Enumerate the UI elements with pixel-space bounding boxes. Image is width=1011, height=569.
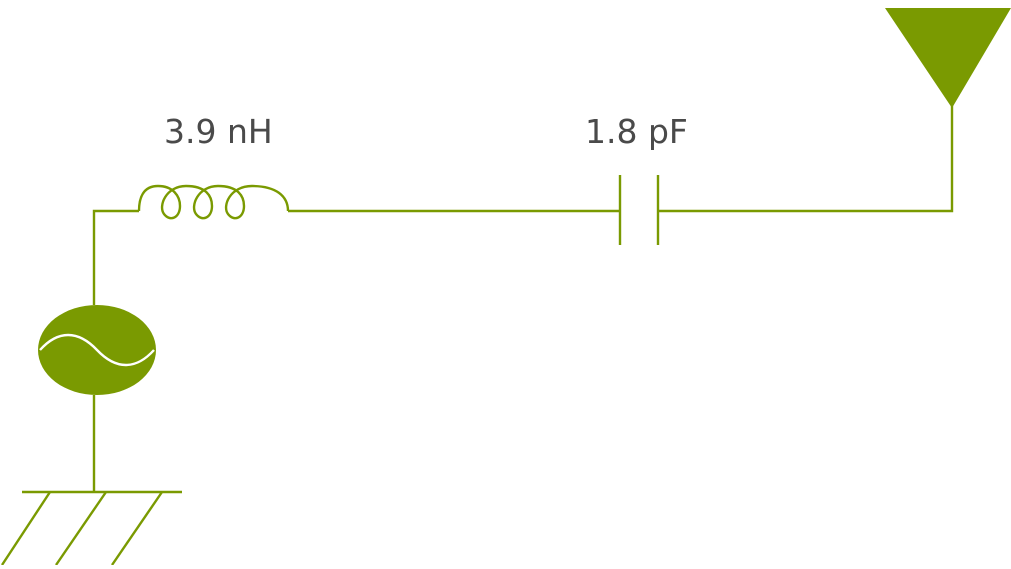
wire-source-to-inductor (92, 209, 139, 305)
inductor-label: 3.9 nH (164, 112, 273, 151)
ac-source-icon (38, 305, 156, 395)
capacitor-label: 1.8 pF (585, 112, 688, 151)
antenna-icon (885, 8, 1011, 108)
wire-capacitor-to-antenna (658, 105, 954, 213)
capacitor-icon (618, 175, 660, 245)
ground-icon (0, 490, 182, 566)
inductor-icon (137, 184, 290, 220)
